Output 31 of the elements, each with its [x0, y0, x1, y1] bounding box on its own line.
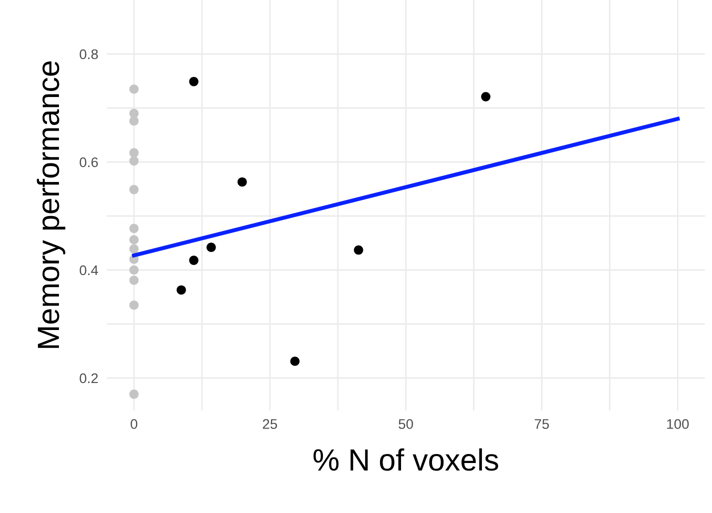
y-axis-title: Memory performance — [36, 61, 66, 348]
point — [129, 148, 139, 158]
point — [129, 156, 139, 166]
point — [481, 92, 490, 102]
point — [129, 116, 139, 126]
y-tick-label: 0.4 — [80, 265, 98, 276]
point — [189, 256, 198, 265]
point — [189, 76, 198, 86]
x-tick-label: 100 — [667, 419, 689, 429]
x-axis-title: % N of voxels — [314, 448, 498, 471]
point — [129, 244, 139, 254]
point — [129, 276, 139, 285]
y-tick-label: 0.8 — [80, 49, 98, 60]
point — [129, 265, 139, 275]
point — [129, 224, 139, 234]
y-tick-label: 0.6 — [80, 157, 98, 168]
point — [176, 285, 186, 295]
point — [129, 84, 139, 94]
point — [129, 300, 139, 310]
x-tick-label: 25 — [262, 419, 278, 429]
y-tick-label: 0.2 — [80, 373, 98, 384]
x-tick-label: 75 — [534, 419, 549, 429]
point — [290, 356, 300, 366]
point — [206, 242, 216, 252]
point — [238, 177, 247, 187]
point — [129, 390, 139, 399]
point — [354, 245, 364, 255]
x-tick-label: 50 — [398, 419, 414, 429]
point — [129, 184, 139, 194]
point — [129, 235, 139, 244]
x-tick-label: 0 — [130, 419, 138, 429]
